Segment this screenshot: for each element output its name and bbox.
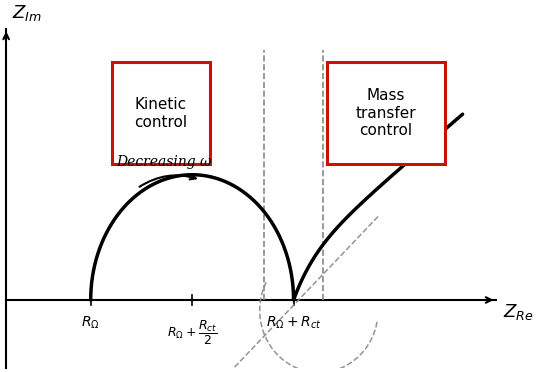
Text: $Z_{Re}$: $Z_{Re}$ <box>503 302 534 322</box>
Text: Decreasing ω: Decreasing ω <box>116 155 212 169</box>
Text: Kinetic
control: Kinetic control <box>134 97 187 129</box>
FancyBboxPatch shape <box>327 62 445 164</box>
Text: $R_{\Omega}$: $R_{\Omega}$ <box>82 315 100 331</box>
FancyBboxPatch shape <box>112 62 209 164</box>
Text: $Z_{Im}$: $Z_{Im}$ <box>12 3 42 23</box>
Text: $R_{\Omega}+R_{ct}$: $R_{\Omega}+R_{ct}$ <box>266 315 321 331</box>
Text: Mass
transfer
control: Mass transfer control <box>356 89 416 138</box>
Text: $R_{\Omega}+\dfrac{R_{ct}}{2}$: $R_{\Omega}+\dfrac{R_{ct}}{2}$ <box>167 319 217 347</box>
